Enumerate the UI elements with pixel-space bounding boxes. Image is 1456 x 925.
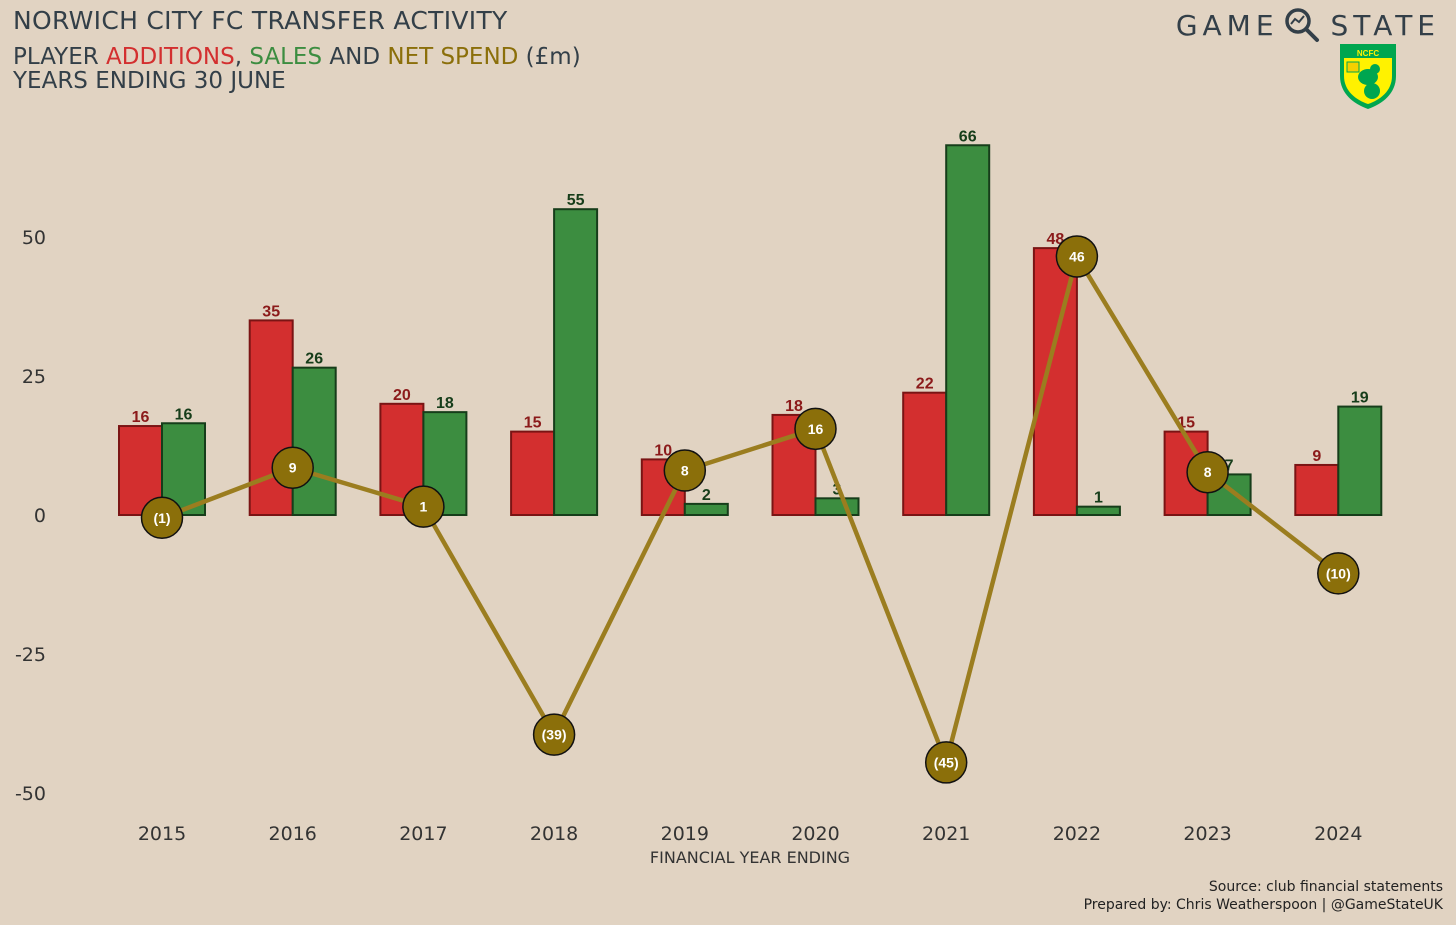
chart-title: NORWICH CITY FC TRANSFER ACTIVITY — [13, 6, 508, 35]
y-tick-label: 0 — [34, 505, 46, 527]
net-spend-point — [1186, 450, 1229, 494]
net-spend-label: (45) — [934, 754, 959, 770]
sales-bar — [945, 144, 991, 516]
x-axis-label: FINANCIAL YEAR ENDING — [650, 848, 850, 867]
additions-label: 18 — [785, 398, 803, 415]
brand-right: STATE — [1330, 8, 1440, 42]
sales-bar — [553, 208, 599, 516]
source-text: Source: club financial statements — [1208, 879, 1443, 895]
net-spend-label: 46 — [1069, 248, 1085, 264]
sales-bar — [1206, 473, 1252, 516]
net-spend-point — [402, 485, 445, 528]
net-spend-label: 8 — [681, 463, 689, 479]
x-tick-label: 2015 — [138, 823, 186, 845]
subtitle-line-2: YEARS ENDING 30 JUNE — [13, 68, 286, 94]
additions-bar — [1294, 463, 1340, 516]
additions-label: 20 — [393, 387, 411, 404]
additions-label: 15 — [524, 415, 542, 432]
x-tick-label: 2024 — [1314, 823, 1362, 845]
additions-label: 16 — [132, 409, 150, 426]
subtitle-additions: ADDITIONS — [106, 44, 235, 70]
y-tick-label: -50 — [15, 783, 46, 805]
net-spend-label: (10) — [1326, 565, 1351, 581]
game-state-logo: GAME STATE — [1176, 6, 1440, 44]
sales-label: 26 — [305, 351, 323, 368]
x-tick-label: 2021 — [922, 823, 970, 845]
norwich-crest-icon: NCFC — [1340, 44, 1396, 109]
additions-label: 35 — [262, 303, 280, 320]
prepared-by-text: Prepared by: Chris Weatherspoon | @GameS… — [1083, 897, 1443, 913]
x-axis: 2015 2016 2017 2018 2019 2020 2021 2022 2023 2024 — [138, 823, 1363, 845]
subtitle-prefix: PLAYER — [13, 44, 107, 70]
net-spend-point — [1317, 552, 1360, 595]
chart-subtitle: PLAYER ADDITIONS, SALES AND NET SPEND (£… — [13, 45, 581, 93]
sales-label: 55 — [567, 192, 585, 209]
net-spend-label: 16 — [808, 421, 824, 437]
net-spend-label: 8 — [1204, 464, 1212, 480]
x-tick-label: 2023 — [1183, 823, 1231, 845]
subtitle-sep-1: , — [234, 44, 250, 70]
net-spend-label: 9 — [289, 460, 297, 476]
net-spend-point — [271, 446, 314, 489]
x-tick-label: 2022 — [1053, 823, 1101, 845]
sales-bar — [291, 366, 337, 516]
sales-label: 7 — [1225, 457, 1234, 474]
sales-bar — [683, 502, 729, 517]
net-spend-point — [924, 741, 968, 784]
net-spend-label: (39) — [542, 727, 567, 743]
x-tick-label: 2019 — [661, 823, 709, 845]
brand-left: GAME — [1175, 8, 1279, 42]
sales-label: 2 — [702, 487, 711, 504]
y-tick-label: 50 — [22, 227, 46, 249]
sales-label: 18 — [436, 395, 454, 412]
source-note: Source: club financial statements Prepar… — [1084, 878, 1443, 914]
y-tick-label: 25 — [22, 366, 46, 388]
x-tick-label: 2016 — [269, 823, 317, 845]
sales-label: 66 — [959, 128, 977, 145]
x-tick-label: 2020 — [791, 823, 839, 845]
subtitle-net-spend: NET SPEND — [387, 44, 519, 70]
subtitle-sales: SALES — [249, 44, 323, 70]
net-spend-series: (1) 9 1 (39) 8 16 (45) 46 8 (10) — [140, 235, 1360, 784]
y-tick-label: -25 — [15, 644, 46, 666]
net-spend-point — [1055, 235, 1099, 278]
sales-bar — [1337, 405, 1383, 516]
net-spend-point — [532, 713, 576, 756]
x-tick-label: 2018 — [530, 823, 578, 845]
y-axis: 50 25 0 -25 -50 — [15, 227, 46, 805]
net-spend-label: (1) — [153, 510, 170, 526]
sales-label: 16 — [175, 406, 193, 423]
subtitle-suffix: (£m) — [518, 44, 581, 70]
sales-label: 1 — [1094, 490, 1103, 507]
crest-text: NCFC — [1357, 49, 1379, 58]
additions-bar — [510, 430, 556, 517]
x-tick-label: 2017 — [399, 823, 447, 845]
additions-label: 10 — [654, 442, 672, 459]
additions-bar — [902, 391, 948, 516]
sales-label: 19 — [1351, 390, 1369, 407]
net-spend-point — [140, 496, 184, 540]
additions-label: 22 — [916, 376, 934, 393]
subtitle-line-1: PLAYER ADDITIONS, SALES AND NET SPEND (£… — [13, 45, 581, 69]
net-spend-line — [161, 254, 1340, 765]
magnifier-icon — [1284, 8, 1319, 42]
net-spend-label: 1 — [420, 499, 428, 515]
net-spend-point — [663, 449, 707, 492]
additions-label: 9 — [1312, 448, 1321, 465]
sales-bar — [814, 497, 860, 517]
net-spend-point — [794, 407, 837, 451]
subtitle-sep-2: AND — [322, 44, 388, 70]
sales-bar — [1075, 505, 1121, 517]
